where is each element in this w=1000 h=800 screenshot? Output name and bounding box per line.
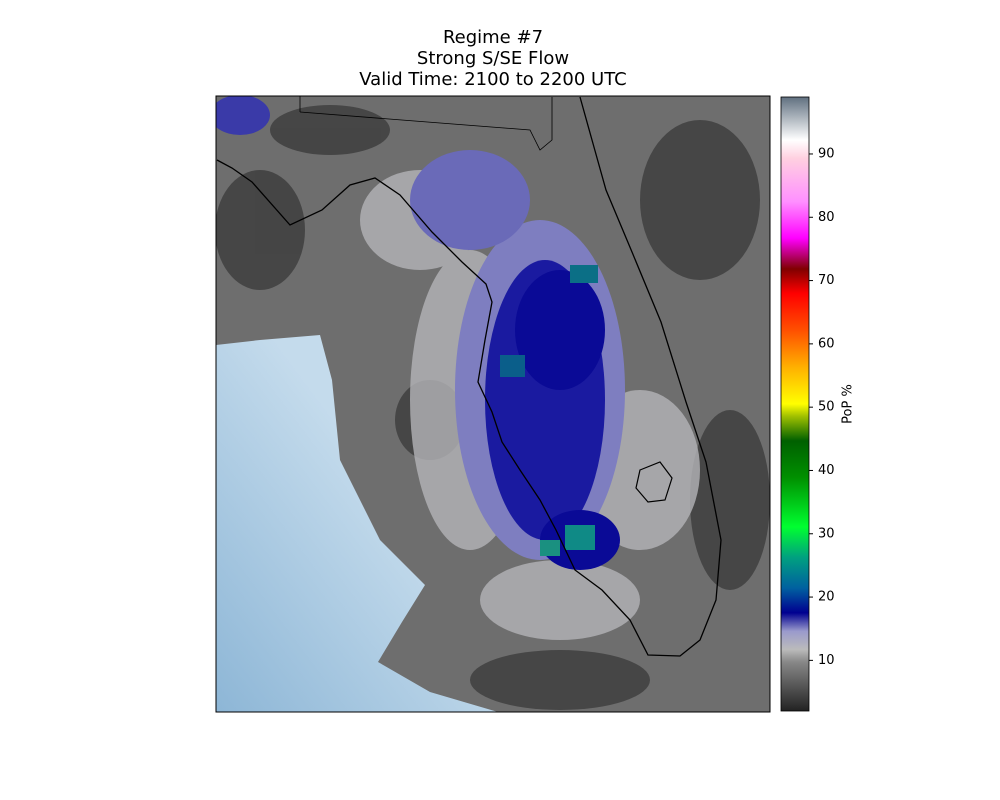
no-data-water (216, 335, 498, 712)
state-border (299, 97, 553, 151)
colorbar-tick-label: 10 (818, 653, 835, 668)
colorbar-frame (780, 96, 810, 712)
colorbar (781, 97, 809, 711)
lake-okeechobee (635, 461, 673, 503)
map (216, 96, 770, 712)
high-pop-blob (216, 96, 625, 570)
colorbar-tick-label: 40 (818, 463, 835, 478)
colorbar-label: PoP % (841, 384, 856, 424)
coastline (216, 96, 722, 657)
title-line: Strong S/SE Flow (417, 48, 569, 69)
colorbar-tick-label: 20 (818, 590, 835, 605)
low-pop-patches (216, 105, 770, 710)
colorbar-ticks: 10 20 30 40 50 60 70 80 90 PoP % (809, 146, 856, 668)
colorbar-tick-label: 50 (818, 400, 835, 415)
map-frame (215, 95, 771, 713)
colorbar-tick-label: 80 (818, 210, 835, 225)
colorbar-tick-label: 70 (818, 273, 835, 288)
colorbar-tick-label: 90 (818, 146, 835, 161)
title-line: Regime #7 (443, 27, 543, 48)
colorbar-tick-label: 60 (818, 336, 835, 351)
title-line: Valid Time: 2100 to 2200 UTC (359, 69, 626, 90)
colorbar-tick-label: 30 (818, 526, 835, 541)
